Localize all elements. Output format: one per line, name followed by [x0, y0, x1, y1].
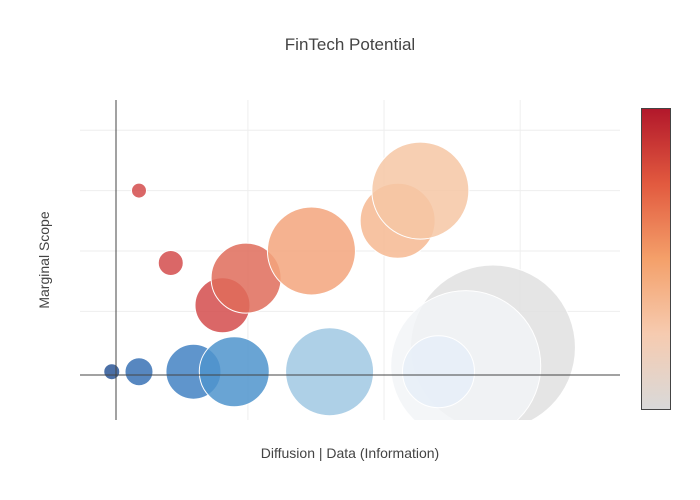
bubble-point-3[interactable] [103, 363, 121, 381]
bubble-point-2[interactable] [401, 335, 475, 409]
bubble-point-12[interactable] [266, 206, 356, 296]
bubble-point-4[interactable] [124, 357, 154, 387]
bubble-point-7[interactable] [285, 327, 375, 417]
bubble-point-14[interactable] [371, 141, 470, 240]
x-axis-label: Diffusion | Data (Information) [261, 445, 439, 461]
y-axis-label: Marginal Scope [36, 211, 52, 308]
bubble-point-8[interactable] [130, 182, 147, 199]
colorbar-frame [641, 108, 671, 410]
bubble-point-9[interactable] [157, 250, 184, 277]
bubble-series [103, 141, 576, 420]
chart-title: FinTech Potential [285, 35, 415, 54]
bubble-point-6[interactable] [198, 336, 270, 408]
colorbar [642, 109, 670, 409]
